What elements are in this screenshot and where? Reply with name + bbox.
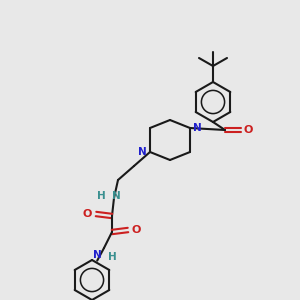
Text: N: N — [93, 250, 102, 260]
Text: N: N — [193, 123, 202, 133]
Text: H: H — [97, 191, 106, 201]
Text: H: H — [108, 252, 117, 262]
Text: O: O — [82, 209, 92, 219]
Text: O: O — [244, 125, 254, 135]
Text: N: N — [138, 147, 147, 157]
Text: N: N — [112, 191, 121, 201]
Text: O: O — [132, 225, 141, 235]
